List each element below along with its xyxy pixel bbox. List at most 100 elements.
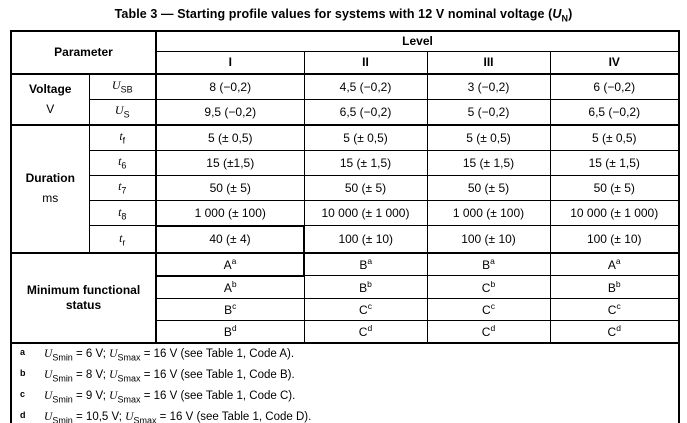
footnote-mid: = 10,5 V;: [72, 410, 126, 423]
status-cell-r4-c1: Bd: [155, 319, 305, 344]
footnote-rest: = 16 V (see Table 1, Code A).: [140, 347, 295, 360]
symbol-t7-cell: t7: [88, 174, 157, 201]
level-col-header-2: II: [303, 50, 428, 75]
footnote-mid: = 8 V;: [72, 368, 110, 381]
footnote-rest: = 16 V (see Table 1, Code B).: [140, 368, 295, 381]
symbol-usb-cell: USB: [88, 73, 157, 100]
status-footnote-ref: c: [490, 301, 495, 311]
usmax-symbol: U: [109, 347, 118, 360]
status-value: A: [223, 281, 232, 295]
value-cell-t7-3: 50 (± 5): [426, 174, 551, 201]
status-cell-r3-c3: Cc: [426, 297, 551, 321]
status-value: C: [607, 303, 617, 317]
duration-group-label: Duration ms: [10, 124, 90, 254]
voltage-label: Voltage: [29, 81, 72, 96]
status-value: C: [359, 303, 368, 317]
value-cell-tf-1: 5 (± 0,5): [155, 124, 305, 151]
usmin-symbol: U: [44, 389, 53, 402]
symbol-usb: U: [111, 78, 121, 93]
footnote-b: b USmin = 8 V; USmax = 16 V (see Table 1…: [18, 368, 672, 390]
status-value: B: [223, 325, 232, 339]
usmax-symbol: U: [109, 368, 118, 381]
footnote-a: a USmin = 6 V; USmax = 16 V (see Table 1…: [18, 346, 672, 369]
usmax-symbol: U: [109, 389, 118, 402]
level-col-header-1: I: [155, 50, 305, 75]
footnote-text: USmin = 10,5 V; USmax = 16 V (see Table …: [44, 411, 672, 423]
value-cell-tf-3: 5 (± 0,5): [426, 124, 551, 151]
status-cell-r1-c4: Aa: [549, 252, 680, 276]
status-value: B: [482, 258, 491, 273]
value-cell-tf-2: 5 (± 0,5): [303, 124, 428, 151]
status-footnote-ref: d: [616, 323, 621, 333]
usmin-symbol: U: [44, 347, 53, 360]
status-value: B: [607, 280, 616, 295]
status-value: C: [481, 325, 491, 339]
symbol-tr-cell: tr: [88, 225, 157, 254]
level-header-cell: Level: [155, 30, 680, 52]
symbol-tf-sub: f: [122, 135, 126, 146]
symbol-t7-sub: 7: [121, 185, 127, 196]
usmin-symbol: U: [44, 368, 53, 381]
usmin-sub: Smin: [52, 351, 73, 362]
status-cell-r4-c3: Cd: [426, 319, 551, 344]
usmax-sub: Smax: [133, 414, 157, 423]
value-cell-usb-2: 4,5 (−0,2): [303, 73, 428, 100]
value-cell-t7-4: 50 (± 5): [549, 174, 680, 201]
status-value: B: [224, 303, 233, 317]
min-status-label-line2: status: [65, 297, 102, 312]
usmin-sub: Smin: [52, 372, 73, 383]
status-value: C: [482, 303, 491, 317]
status-value: A: [607, 258, 616, 273]
status-value: B: [359, 280, 368, 295]
value-cell-t6-1: 15 (±1,5): [155, 149, 305, 176]
footnote-text: USmin = 9 V; USmax = 16 V (see Table 1, …: [44, 390, 672, 404]
level-col-header-3: III: [426, 50, 551, 75]
status-footnote-ref: a: [367, 256, 373, 267]
value-cell-t6-2: 15 (± 1,5): [303, 149, 428, 176]
value-cell-usb-3: 3 (−0,2): [426, 73, 551, 100]
value-cell-t8-3: 1 000 (± 100): [426, 199, 551, 226]
status-cell-r2-c1: Ab: [155, 275, 305, 299]
status-footnote-ref: d: [231, 323, 237, 333]
status-cell-r2-c2: Bb: [303, 275, 428, 299]
value-cell-us-2: 6,5 (−0,2): [303, 98, 428, 126]
value-cell-us-1: 9,5 (−0,2): [155, 98, 305, 126]
symbol-tf-cell: tf: [88, 124, 157, 151]
value-cell-tf-4: 5 (± 0,5): [549, 124, 680, 151]
status-cell-r1-c1-emphasized: Aa: [155, 252, 305, 277]
symbol-usb-sub: SB: [120, 84, 133, 95]
status-cell-r4-c4: Cd: [549, 319, 680, 344]
usmax-sub: Smax: [117, 351, 141, 362]
symbol-tr: t: [119, 230, 123, 245]
table-title-text: Table 3 — Starting profile values for sy…: [114, 7, 553, 21]
footnote-mid: = 9 V;: [72, 389, 110, 402]
usmin-symbol: U: [44, 410, 53, 423]
status-value: C: [358, 325, 368, 339]
status-footnote-ref: c: [616, 301, 621, 311]
footnote-rest: = 16 V (see Table 1, Code D).: [156, 410, 312, 423]
footnote-mid: = 6 V;: [72, 347, 110, 360]
duration-unit: ms: [42, 191, 59, 205]
status-cell-r1-c3: Ba: [426, 252, 551, 276]
value-cell-t6-4: 15 (± 1,5): [549, 149, 680, 176]
status-footnote-ref: d: [490, 323, 496, 333]
value-cell-t8-4: 10 000 (± 1 000): [549, 199, 680, 226]
voltage-unit: V: [46, 101, 55, 116]
value-cell-tr-1-emphasized: 40 (± 4): [155, 224, 305, 254]
footnote-rest: = 16 V (see Table 1, Code C).: [140, 389, 296, 402]
symbol-t7: t: [118, 179, 122, 194]
parameter-header-cell: Parameter: [10, 30, 157, 75]
table-title-close: ): [568, 7, 573, 21]
table-title: Table 3 — Starting profile values for sy…: [0, 0, 687, 24]
voltage-symbol: U: [552, 7, 562, 21]
footnote-letter: c: [20, 388, 26, 399]
footnote-text: USmin = 6 V; USmax = 16 V (see Table 1, …: [44, 348, 672, 362]
footnote-letter: a: [20, 346, 26, 357]
status-footnote-ref: a: [615, 256, 621, 267]
status-value: C: [481, 280, 491, 295]
symbol-t8-sub: 8: [121, 210, 127, 221]
duration-label: Duration: [25, 171, 75, 185]
usmin-sub: Smin: [52, 393, 73, 404]
symbol-us-cell: US: [88, 98, 157, 126]
